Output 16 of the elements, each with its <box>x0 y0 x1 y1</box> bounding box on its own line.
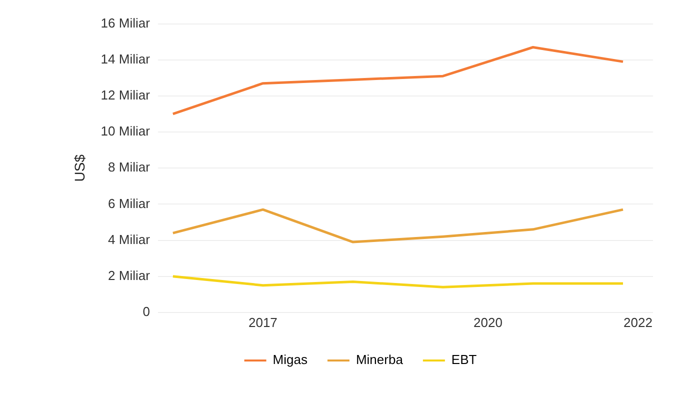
y-tick-label: 2 Miliar <box>108 268 151 283</box>
y-tick-label: 4 Miliar <box>108 232 151 247</box>
y-tick-label: 12 Miliar <box>100 88 151 103</box>
y-tick-label: 0 <box>142 304 150 319</box>
y-tick-label: 16 Miliar <box>100 15 151 30</box>
y-axis-title: US$ <box>71 154 88 182</box>
x-tick-label: 2020 <box>474 314 502 330</box>
legend-label: Migas <box>272 352 308 368</box>
x-tick-label: 2017 <box>248 314 278 330</box>
y-tick-label: 8 Miliar <box>108 160 151 175</box>
x-tick-label: 2022 <box>624 314 652 330</box>
y-tick-label: 14 Miliar <box>100 51 151 66</box>
y-tick-label: 10 Miliar <box>100 124 151 139</box>
legend-label: Minerba <box>356 352 404 368</box>
legend-label: EBT <box>451 352 477 368</box>
y-tick-label: 6 Miliar <box>108 196 151 211</box>
